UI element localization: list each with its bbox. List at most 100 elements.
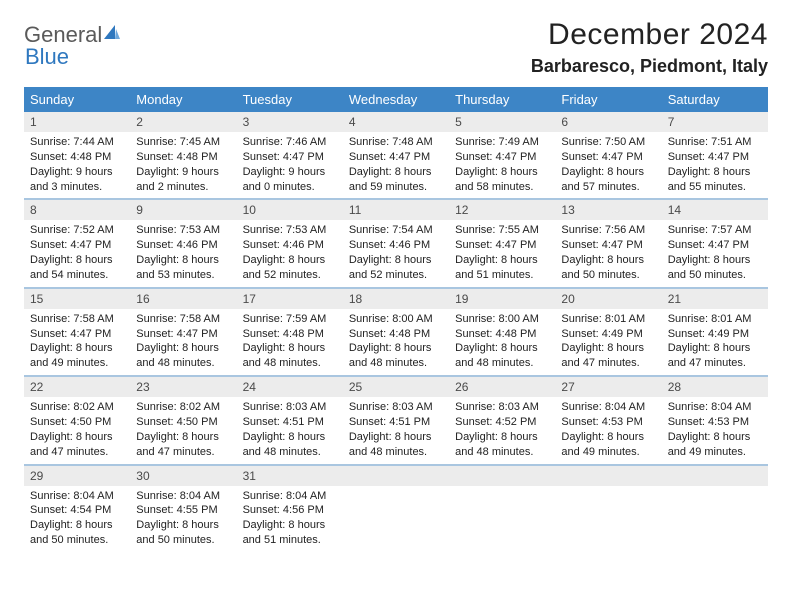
day-details: Sunrise: 8:01 AMSunset: 4:49 PMDaylight:… xyxy=(555,309,661,375)
day-details: Sunrise: 8:04 AMSunset: 4:53 PMDaylight:… xyxy=(662,397,768,463)
day-cell: 14 Sunrise: 7:57 AMSunset: 4:47 PMDayligh… xyxy=(662,199,768,287)
empty-day-strip xyxy=(343,466,449,486)
col-sunday: Sunday xyxy=(24,87,130,112)
sunset-line: Sunset: 4:46 PM xyxy=(136,238,230,253)
day-number: 25 xyxy=(343,377,449,397)
day-details: Sunrise: 7:52 AMSunset: 4:47 PMDaylight:… xyxy=(24,220,130,286)
sunrise-line: Sunrise: 7:49 AM xyxy=(455,135,549,150)
sunset-line: Sunset: 4:46 PM xyxy=(349,238,443,253)
sunrise-line: Sunrise: 8:04 AM xyxy=(136,489,230,504)
daylight-line: Daylight: 8 hours and 50 minutes. xyxy=(668,253,762,283)
day-cell: 20Sunrise: 8:01 AMSunset: 4:49 PMDayligh… xyxy=(555,288,661,376)
sunrise-line: Sunrise: 7:57 AM xyxy=(668,223,762,238)
day-details: Sunrise: 8:02 AMSunset: 4:50 PMDaylight:… xyxy=(130,397,236,463)
sunrise-line: Sunrise: 8:04 AM xyxy=(243,489,337,504)
day-cell: 25Sunrise: 8:03 AMSunset: 4:51 PMDayligh… xyxy=(343,376,449,464)
sunset-line: Sunset: 4:47 PM xyxy=(561,238,655,253)
sunrise-line: Sunrise: 8:02 AM xyxy=(30,400,124,415)
day-details: Sunrise: 8:04 AMSunset: 4:54 PMDaylight:… xyxy=(24,486,130,552)
col-friday: Friday xyxy=(555,87,661,112)
brand-word-general: General Blue xyxy=(24,24,121,68)
sunrise-line: Sunrise: 7:44 AM xyxy=(30,135,124,150)
sunrise-line: Sunrise: 8:04 AM xyxy=(30,489,124,504)
day-details: Sunrise: 7:50 AMSunset: 4:47 PMDaylight:… xyxy=(555,132,661,198)
day-cell: 8Sunrise: 7:52 AMSunset: 4:47 PMDaylight… xyxy=(24,199,130,287)
day-cell: 15Sunrise: 7:58 AMSunset: 4:47 PMDayligh… xyxy=(24,288,130,376)
daylight-line: Daylight: 9 hours and 3 minutes. xyxy=(30,165,124,195)
sunrise-line: Sunrise: 7:58 AM xyxy=(136,312,230,327)
day-number: 19 xyxy=(449,289,555,309)
sunrise-line: Sunrise: 7:53 AM xyxy=(136,223,230,238)
sunset-line: Sunset: 4:46 PM xyxy=(243,238,337,253)
day-cell: 19Sunrise: 8:00 AMSunset: 4:48 PMDayligh… xyxy=(449,288,555,376)
daylight-line: Daylight: 8 hours and 57 minutes. xyxy=(561,165,655,195)
daylight-line: Daylight: 8 hours and 55 minutes. xyxy=(668,165,762,195)
sunrise-line: Sunrise: 8:01 AM xyxy=(561,312,655,327)
day-details: Sunrise: 7:49 AMSunset: 4:47 PMDaylight:… xyxy=(449,132,555,198)
sunrise-line: Sunrise: 8:04 AM xyxy=(668,400,762,415)
sunset-line: Sunset: 4:55 PM xyxy=(136,503,230,518)
day-cell: 10Sunrise: 7:53 AMSunset: 4:46 PMDayligh… xyxy=(237,199,343,287)
day-cell: 23Sunrise: 8:02 AMSunset: 4:50 PMDayligh… xyxy=(130,376,236,464)
sunset-line: Sunset: 4:47 PM xyxy=(349,150,443,165)
daylight-line: Daylight: 9 hours and 0 minutes. xyxy=(243,165,337,195)
sunset-line: Sunset: 4:56 PM xyxy=(243,503,337,518)
sunset-line: Sunset: 4:50 PM xyxy=(136,415,230,430)
sunrise-line: Sunrise: 7:58 AM xyxy=(30,312,124,327)
day-number: 14 xyxy=(662,200,768,220)
day-cell: 4Sunrise: 7:48 AMSunset: 4:47 PMDaylight… xyxy=(343,112,449,199)
sunset-line: Sunset: 4:48 PM xyxy=(136,150,230,165)
day-details: Sunrise: 8:03 AMSunset: 4:52 PMDaylight:… xyxy=(449,397,555,463)
sunset-line: Sunset: 4:49 PM xyxy=(561,327,655,342)
col-thursday: Thursday xyxy=(449,87,555,112)
day-cell: 18Sunrise: 8:00 AMSunset: 4:48 PMDayligh… xyxy=(343,288,449,376)
day-cell: 28Sunrise: 8:04 AMSunset: 4:53 PMDayligh… xyxy=(662,376,768,464)
sunrise-line: Sunrise: 8:03 AM xyxy=(455,400,549,415)
day-details: Sunrise: 7:44 AMSunset: 4:48 PMDaylight:… xyxy=(24,132,130,198)
day-cell: 24Sunrise: 8:03 AMSunset: 4:51 PMDayligh… xyxy=(237,376,343,464)
day-number: 27 xyxy=(555,377,661,397)
daylight-line: Daylight: 8 hours and 59 minutes. xyxy=(349,165,443,195)
sunset-line: Sunset: 4:47 PM xyxy=(30,327,124,342)
daylight-line: Daylight: 8 hours and 48 minutes. xyxy=(243,341,337,371)
day-details: Sunrise: 7:59 AMSunset: 4:48 PMDaylight:… xyxy=(237,309,343,375)
sunrise-line: Sunrise: 8:03 AM xyxy=(349,400,443,415)
day-number: 3 xyxy=(237,112,343,132)
day-number: 21 xyxy=(662,289,768,309)
week-row: 22Sunrise: 8:02 AMSunset: 4:50 PMDayligh… xyxy=(24,376,768,464)
sunset-line: Sunset: 4:47 PM xyxy=(455,150,549,165)
sunset-line: Sunset: 4:47 PM xyxy=(668,238,762,253)
daylight-line: Daylight: 8 hours and 47 minutes. xyxy=(561,341,655,371)
day-details: Sunrise: 7:53 AMSunset: 4:46 PMDaylight:… xyxy=(130,220,236,286)
sunrise-line: Sunrise: 8:04 AM xyxy=(561,400,655,415)
sunrise-line: Sunrise: 8:00 AM xyxy=(349,312,443,327)
sunset-line: Sunset: 4:47 PM xyxy=(30,238,124,253)
sunrise-line: Sunrise: 7:54 AM xyxy=(349,223,443,238)
daylight-line: Daylight: 9 hours and 2 minutes. xyxy=(136,165,230,195)
week-row: 1Sunrise: 7:44 AMSunset: 4:48 PMDaylight… xyxy=(24,112,768,199)
sunset-line: Sunset: 4:47 PM xyxy=(561,150,655,165)
day-cell: 22Sunrise: 8:02 AMSunset: 4:50 PMDayligh… xyxy=(24,376,130,464)
day-number: 2 xyxy=(130,112,236,132)
day-number: 8 xyxy=(24,200,130,220)
daylight-line: Daylight: 8 hours and 48 minutes. xyxy=(349,341,443,371)
sunrise-line: Sunrise: 8:00 AM xyxy=(455,312,549,327)
daylight-line: Daylight: 8 hours and 49 minutes. xyxy=(561,430,655,460)
day-details: Sunrise: 7:55 AMSunset: 4:47 PMDaylight:… xyxy=(449,220,555,286)
sunset-line: Sunset: 4:47 PM xyxy=(455,238,549,253)
day-cell: 5Sunrise: 7:49 AMSunset: 4:47 PMDaylight… xyxy=(449,112,555,199)
sunset-line: Sunset: 4:47 PM xyxy=(243,150,337,165)
location-subtitle: Barbaresco, Piedmont, Italy xyxy=(531,56,768,77)
sunrise-line: Sunrise: 7:46 AM xyxy=(243,135,337,150)
sail-icon xyxy=(103,22,121,44)
day-number: 16 xyxy=(130,289,236,309)
day-number: 4 xyxy=(343,112,449,132)
day-details: Sunrise: 7:48 AMSunset: 4:47 PMDaylight:… xyxy=(343,132,449,198)
day-number: 26 xyxy=(449,377,555,397)
sunset-line: Sunset: 4:53 PM xyxy=(668,415,762,430)
day-cell: 27Sunrise: 8:04 AMSunset: 4:53 PMDayligh… xyxy=(555,376,661,464)
sunrise-line: Sunrise: 8:02 AM xyxy=(136,400,230,415)
day-details: Sunrise: 8:02 AMSunset: 4:50 PMDaylight:… xyxy=(24,397,130,463)
daylight-line: Daylight: 8 hours and 49 minutes. xyxy=(668,430,762,460)
day-details: Sunrise: 8:04 AMSunset: 4:55 PMDaylight:… xyxy=(130,486,236,552)
